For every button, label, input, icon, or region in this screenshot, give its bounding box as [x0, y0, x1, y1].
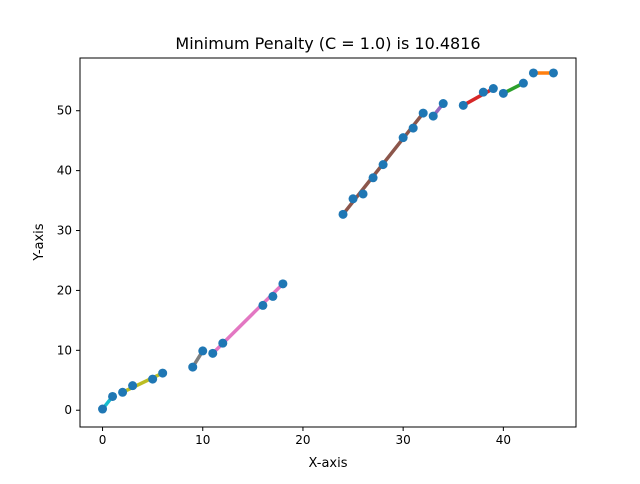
- data-point-21: [418, 108, 428, 118]
- data-point-2: [108, 391, 118, 401]
- data-point-11: [258, 300, 268, 310]
- data-point-23: [438, 99, 448, 109]
- data-point-18: [378, 160, 388, 170]
- data-point-24: [458, 100, 468, 110]
- data-point-27: [498, 88, 508, 98]
- plot-frame: [79, 57, 577, 428]
- data-point-15: [348, 194, 358, 204]
- y-tick-label-0: 0: [64, 403, 72, 417]
- data-point-5: [148, 374, 158, 384]
- x-tick-label-0: 0: [99, 433, 107, 447]
- x-axis-label: X-axis: [309, 456, 348, 471]
- data-point-3: [118, 387, 128, 397]
- data-point-22: [428, 111, 438, 121]
- data-point-13: [278, 279, 288, 289]
- data-point-8: [198, 346, 208, 356]
- data-point-30: [548, 68, 558, 78]
- x-tick-label-10: 10: [195, 433, 210, 447]
- data-point-9: [208, 348, 218, 358]
- data-point-1: [98, 404, 108, 414]
- chart-title: Minimum Penalty (C = 1.0) is 10.4816: [175, 34, 480, 53]
- data-point-10: [218, 338, 228, 348]
- y-axis-label: Y-axis: [32, 223, 47, 261]
- data-point-7: [188, 362, 198, 372]
- data-point-14: [338, 209, 348, 219]
- x-tick-label-40: 40: [496, 433, 511, 447]
- y-tick-label-30: 30: [57, 224, 72, 238]
- data-point-26: [488, 84, 498, 94]
- y-tick-label-10: 10: [57, 343, 72, 357]
- x-tick-label-20: 20: [295, 433, 310, 447]
- data-point-4: [128, 381, 138, 391]
- data-point-16: [358, 189, 368, 199]
- data-point-28: [518, 78, 528, 88]
- data-point-29: [528, 68, 538, 78]
- data-point-20: [408, 123, 418, 133]
- fit-segment-7: [461, 86, 496, 108]
- data-point-17: [368, 173, 378, 183]
- data-point-6: [158, 368, 168, 378]
- data-point-19: [398, 133, 408, 143]
- points-layer: [98, 68, 558, 414]
- data-point-25: [478, 87, 488, 97]
- y-tick-label-50: 50: [57, 104, 72, 118]
- x-tick-label-30: 30: [396, 433, 411, 447]
- axes-layer: 0 10 20 30 40 0 10 20 30 40 50: [57, 57, 577, 447]
- y-tick-label-40: 40: [57, 164, 72, 178]
- data-point-12: [268, 291, 278, 301]
- y-tick-label-20: 20: [57, 283, 72, 297]
